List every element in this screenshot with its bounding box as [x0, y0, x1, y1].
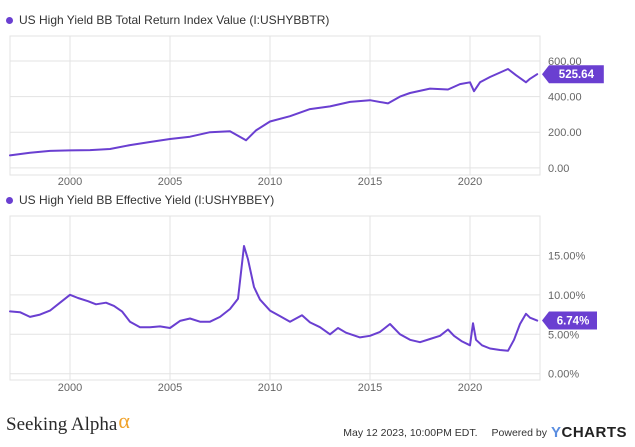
series-line — [9, 68, 539, 157]
x-tick-label: 2000 — [58, 176, 82, 188]
x-tick-label: 2010 — [258, 176, 282, 188]
x-tick-label: 2015 — [358, 176, 382, 188]
y-tick-label: 200.00 — [548, 127, 582, 139]
y-tick-label: 0.00% — [548, 369, 579, 381]
last-value-label: 525.64 — [559, 69, 595, 81]
x-tick-label: 2005 — [158, 382, 182, 394]
x-tick-label: 2015 — [358, 382, 382, 394]
plot-frame — [9, 35, 541, 176]
x-tick-label: 2020 — [458, 382, 482, 394]
last-value-label: 6.74% — [557, 316, 590, 328]
plot-frame — [9, 215, 541, 381]
powered-by: Powered by — [491, 426, 547, 439]
y-tick-label: 10.00% — [548, 290, 586, 302]
x-tick-label: 2020 — [458, 176, 482, 188]
legend-bottom: US High Yield BB Effective Yield (I:USHY… — [6, 193, 274, 207]
x-tick-label: 2005 — [158, 176, 182, 188]
y-tick-label: 400.00 — [548, 92, 582, 104]
timestamp: May 12 2023, 10:00PM EDT. — [343, 426, 478, 439]
ycharts-y-icon: Y — [550, 424, 562, 441]
y-tick-label: 600.00 — [548, 56, 582, 68]
legend-dot-icon — [6, 196, 13, 204]
ycharts-logo: YCHARTS — [550, 424, 627, 441]
charts-canvas: 0.00 200.00 400.00 600.00 2000 2005 2010 2015 20… — [9, 35, 604, 394]
chart-title-top: US High Yield BB Total Return Index Valu… — [19, 13, 330, 27]
legend-dot-icon — [6, 16, 13, 24]
y-tick-label: 5.00% — [548, 329, 579, 341]
footer-credits: May 12 2023, 10:00PM EDT. Powered by YCH… — [343, 424, 627, 441]
series-line — [9, 245, 539, 352]
brand-name: Seeking Alpha — [6, 414, 118, 435]
seeking-alpha-logo: Seeking Alpha α — [6, 408, 130, 436]
y-tick-label: 15.00% — [548, 250, 586, 262]
last-value-badge — [542, 65, 604, 84]
x-tick-label: 2010 — [258, 382, 282, 394]
chart-title-bottom: US High Yield BB Effective Yield (I:USHY… — [19, 193, 275, 207]
legend-top: US High Yield BB Total Return Index Valu… — [6, 13, 329, 27]
y-tick-label: 0.00 — [548, 163, 569, 175]
last-value-badge — [542, 311, 597, 330]
alpha-icon: α — [118, 408, 130, 433]
x-tick-label: 2000 — [58, 382, 82, 394]
